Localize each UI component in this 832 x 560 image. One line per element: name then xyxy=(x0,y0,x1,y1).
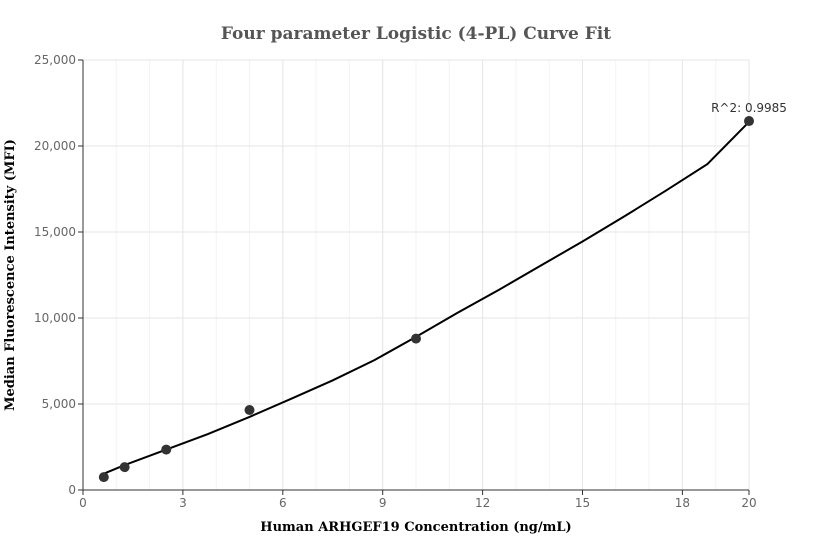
data-point xyxy=(161,444,172,455)
y-axis-label: Median Fluorescence Intensity (MFI) xyxy=(3,139,18,411)
axes xyxy=(82,60,749,491)
data-point xyxy=(744,116,754,127)
x-tick-label: 0 xyxy=(79,496,87,510)
x-tick-label: 3 xyxy=(179,496,187,510)
y-tick-label: 15,000 xyxy=(34,225,76,239)
data-points xyxy=(98,116,754,483)
data-point xyxy=(244,405,255,416)
y-tick-label: 20,000 xyxy=(34,139,76,153)
y-tick-label: 0 xyxy=(68,483,76,497)
x-tick-label: 18 xyxy=(675,496,690,510)
r-squared-annotation: R^2: 0.9985 xyxy=(711,101,787,115)
x-tick-label: 15 xyxy=(575,496,590,510)
x-tick-label: 9 xyxy=(379,496,387,510)
y-tick-label: 10,000 xyxy=(34,311,76,325)
chart-title: Four parameter Logistic (4-PL) Curve Fit xyxy=(221,24,611,44)
fit-curve-line xyxy=(103,121,750,475)
y-tick-label: 25,000 xyxy=(34,53,76,67)
x-axis-label: Human ARHGEF19 Concentration (ng/mL) xyxy=(260,520,571,535)
y-tick-label: 5,000 xyxy=(42,397,76,411)
x-tick-label: 6 xyxy=(279,496,287,510)
data-point xyxy=(98,472,109,483)
data-point xyxy=(119,462,130,473)
ticks: 0 3 6 9 12 15 18 20 0 5,000 10,000 15,000 20,000 25,0… xyxy=(34,53,757,510)
x-tick-label: 20 xyxy=(741,496,756,510)
x-tick-label: 12 xyxy=(475,496,490,510)
data-point xyxy=(411,333,421,344)
grid xyxy=(83,59,750,490)
